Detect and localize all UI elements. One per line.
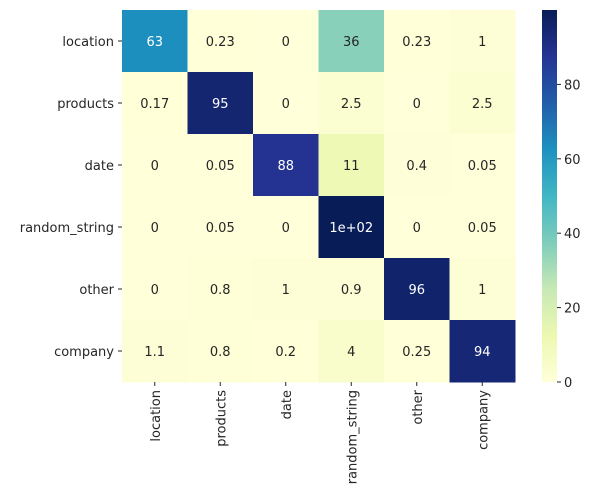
y-tick-label-company: company [54, 345, 114, 360]
heatmap-cell-random_string-company [449, 196, 516, 259]
x-tick-label-products: products [214, 390, 229, 447]
heatmap-cell-other-location [122, 258, 188, 321]
cell-value-label: 0.8 [210, 283, 231, 298]
cell-value-label: 0.17 [140, 97, 169, 112]
colorbar [542, 10, 557, 382]
heatmap-cell-date-company [449, 134, 516, 197]
y-tick-label-location: location [62, 35, 114, 50]
cell-value-label: 11 [343, 159, 360, 174]
cell-value-label: 0.05 [468, 159, 497, 174]
heatmap-cell-company-products [187, 320, 254, 383]
cell-value-label: 0.2 [275, 345, 296, 360]
cell-value-label: 1e+02 [329, 221, 373, 236]
cell-value-label: 0.23 [402, 35, 431, 50]
colorbar-tick-label: 60 [564, 153, 581, 168]
heatmap-cell-other-date [253, 258, 319, 321]
cell-value-label: 63 [146, 35, 163, 50]
heatmap-cell-date-location [122, 134, 188, 197]
heatmap-cell-products-random_string [318, 72, 385, 135]
cell-value-label: 2.5 [341, 97, 362, 112]
cell-value-label: 0 [282, 35, 290, 50]
cell-value-label: 88 [277, 159, 294, 174]
heatmap-cell-date-products [187, 134, 254, 197]
heatmap-cell-products-location [122, 72, 188, 135]
cell-value-label: 0 [151, 283, 159, 298]
heatmap-cell-location-random_string [318, 10, 385, 73]
heatmap-cell-products-products [187, 72, 254, 135]
colorbar-tick-label: 0 [564, 376, 572, 391]
y-tick-label-random_string: random_string [20, 221, 114, 236]
cell-value-label: 1 [282, 283, 290, 298]
y-tick-label-other: other [79, 283, 114, 298]
cell-value-label: 96 [408, 283, 425, 298]
heatmap-cell-random_string-random_string [318, 196, 385, 259]
cell-value-label: 0.4 [406, 159, 427, 174]
heatmap-cell-company-company [449, 320, 516, 383]
cell-value-label: 0.23 [206, 35, 235, 50]
heatmap-cell-company-date [253, 320, 319, 383]
cell-value-label: 1 [478, 283, 486, 298]
cell-value-label: 0.25 [402, 345, 431, 360]
x-tick-label-date: date [280, 390, 295, 419]
heatmap-cell-other-products [187, 258, 254, 321]
heatmap-cell-random_string-date [253, 196, 319, 259]
cell-value-label: 0 [151, 221, 159, 236]
x-tick-label-company: company [476, 390, 491, 450]
heatmap-cell-other-random_string [318, 258, 385, 321]
cell-value-label: 0.05 [206, 159, 235, 174]
heatmap-cell-random_string-other [384, 196, 450, 259]
cell-value-label: 94 [474, 345, 491, 360]
cell-value-label: 0.8 [210, 345, 231, 360]
cell-value-label: 36 [343, 35, 360, 50]
heatmap-cell-company-random_string [318, 320, 385, 383]
x-tick-label-random_string: random_string [345, 390, 360, 484]
cell-value-label: 0 [413, 221, 421, 236]
heatmap-cell-products-company [449, 72, 516, 135]
heatmap-cell-random_string-products [187, 196, 254, 259]
cell-value-label: 0.05 [206, 221, 235, 236]
y-tick-label-products: products [57, 97, 114, 112]
heatmap-cell-random_string-location [122, 196, 188, 259]
heatmap-cell-other-company [449, 258, 516, 321]
heatmap-cell-location-products [187, 10, 254, 73]
heatmap-cell-date-random_string [318, 134, 385, 197]
cell-value-label: 0.9 [341, 283, 362, 298]
cell-value-label: 1 [478, 35, 486, 50]
cell-value-label: 0.05 [468, 221, 497, 236]
colorbar-tick-label: 20 [564, 302, 581, 317]
heatmap-cell-date-other [384, 134, 450, 197]
heatmap-cell-company-location [122, 320, 188, 383]
x-tick-label-location: location [149, 390, 164, 442]
heatmap-cell-location-company [449, 10, 516, 73]
cell-value-label: 1.1 [144, 345, 165, 360]
heatmap-cell-location-date [253, 10, 319, 73]
heatmap-cell-other-other [384, 258, 450, 321]
heatmap-cell-products-other [384, 72, 450, 135]
heatmap-cell-company-other [384, 320, 450, 383]
colorbar-tick-label: 80 [564, 78, 581, 93]
cell-value-label: 4 [347, 345, 355, 360]
heatmap-cell-location-location [122, 10, 188, 73]
heatmap-cell-location-other [384, 10, 450, 73]
cell-value-label: 2.5 [472, 97, 493, 112]
colorbar-tick-label: 40 [564, 227, 581, 242]
cell-value-label: 0 [282, 221, 290, 236]
x-tick-label-other: other [411, 389, 426, 424]
cell-value-label: 0 [413, 97, 421, 112]
cell-value-label: 0 [282, 97, 290, 112]
heatmap-cell-date-date [253, 134, 319, 197]
heatmap-cell-products-date [253, 72, 319, 135]
cell-value-label: 0 [151, 159, 159, 174]
cell-value-label: 95 [212, 97, 229, 112]
y-tick-label-date: date [85, 159, 114, 174]
